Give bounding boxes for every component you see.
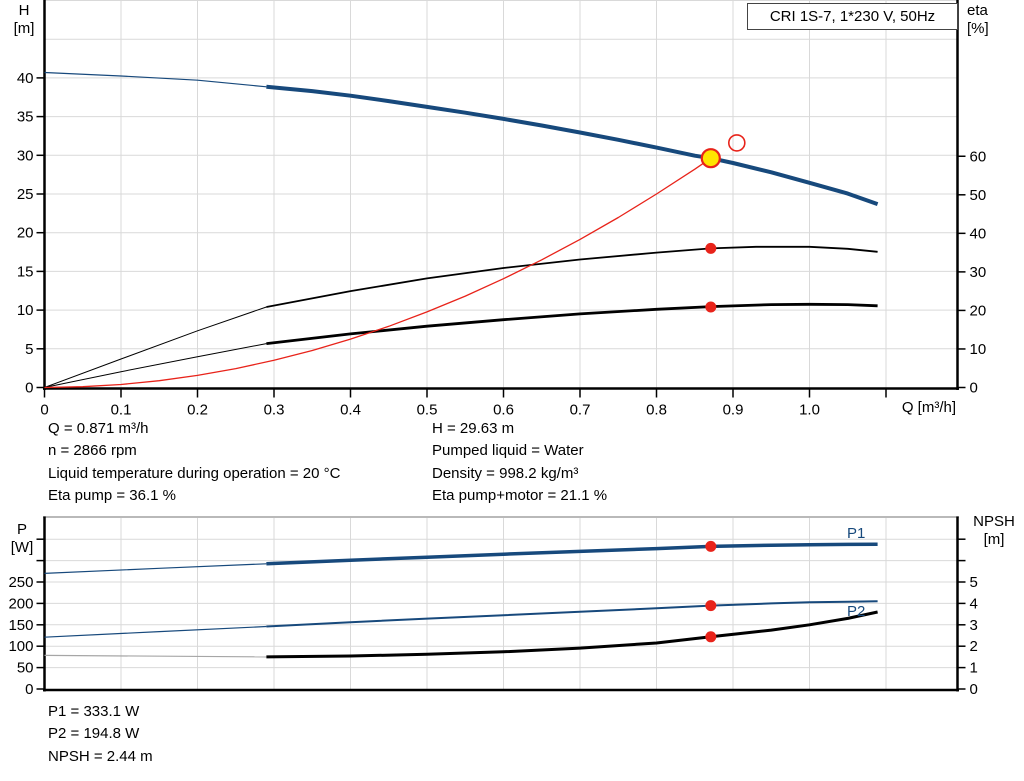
tick-label-x: 0.5 (417, 402, 438, 419)
h-axis-label-line1: H (18, 2, 30, 19)
marker-operating-dot (705, 301, 717, 313)
tick-label-left: 5 (25, 341, 33, 358)
tick-label-left: 150 (8, 617, 33, 634)
tick-label-right: 2 (970, 638, 978, 655)
q-axis-label: Q [m³/h] (901, 399, 956, 416)
tick-label-x: 0.8 (646, 402, 667, 419)
tick-label-left: 40 (17, 70, 34, 87)
marker-operating-dot (705, 242, 717, 254)
eta-axis-label-line2: [%] (967, 20, 989, 37)
marker-operating-dot (705, 631, 717, 643)
series-qh-extension (44, 71, 267, 88)
tick-label-left: 20 (17, 225, 34, 242)
p-axis-label: P [W] (4, 521, 40, 557)
p2-curve-label: P2 (847, 603, 866, 620)
annotation-pumped-liquid: Pumped liquid = Water (432, 442, 584, 459)
tick-label-right: 20 (970, 302, 987, 319)
tick-label-right: 1 (970, 660, 978, 677)
tick-label-right: 60 (970, 148, 987, 165)
pump-title-box: CRI 1S-7, 1*230 V, 50Hz (747, 3, 958, 30)
series-npsh-curve (266, 610, 878, 659)
series-p2-curve (266, 600, 878, 628)
p1-curve-label: P1 (847, 525, 866, 542)
p-axis-label-line2: [W] (10, 539, 34, 556)
tick-label-right: 10 (970, 341, 987, 358)
annotation-p2: P2 = 194.8 W (48, 725, 140, 742)
tick-label-left: 10 (17, 302, 34, 319)
series-p1-extension (44, 563, 267, 574)
tick-label-x: 0.1 (111, 402, 132, 419)
series-eta-pump-motor (266, 302, 878, 345)
eta-axis-label-line1: eta (967, 2, 988, 19)
tick-label-right: 50 (970, 187, 987, 204)
annotation-eta-pump: Eta pump = 36.1 % (48, 487, 176, 504)
marker-duty-point[interactable] (700, 148, 721, 169)
tick-label-x: 0.6 (493, 402, 514, 419)
annotation-p1: P1 = 333.1 W (48, 703, 140, 720)
tick-label-left: 50 (17, 660, 34, 677)
npsh-axis-label-line2: [m] (983, 531, 1005, 548)
annotation-density: Density = 998.2 kg/m³ (432, 465, 579, 482)
tick-label-left: 100 (8, 638, 33, 655)
marker-requested-point (727, 134, 746, 152)
tick-label-left: 25 (17, 186, 34, 203)
tick-label-x: 0.2 (187, 402, 208, 419)
tick-label-x: 0.7 (570, 402, 591, 419)
h-axis-label: H [m] (8, 2, 40, 38)
tick-label-right: 3 (970, 617, 978, 634)
tick-label-left: 200 (8, 595, 33, 612)
npsh-axis-label-line1: NPSH (973, 513, 1015, 530)
tick-label-left: 250 (8, 574, 33, 591)
series-eta-pump-motor-extension (44, 343, 267, 388)
series-p2-extension (44, 625, 267, 638)
series-eta-pump-extension (44, 306, 267, 388)
tick-label-right: 0 (970, 681, 978, 698)
marker-operating-dot (705, 540, 717, 552)
annotation-q: Q = 0.871 m³/h (48, 420, 149, 437)
series-duty-parabola (44, 157, 712, 389)
tick-label-x: 0.9 (723, 402, 744, 419)
tick-label-right: 30 (970, 264, 987, 281)
series-p1-curve (266, 542, 878, 566)
tick-label-x: 0 (40, 402, 48, 419)
tick-label-left: 0 (25, 681, 33, 698)
tick-label-left: 15 (17, 263, 34, 280)
eta-axis-label: eta [%] (967, 2, 989, 38)
npsh-axis-label: NPSH [m] (966, 513, 1022, 549)
tick-label-left: 0 (25, 380, 33, 397)
marker-operating-dot (705, 600, 717, 612)
annotation-rpm: n = 2866 rpm (48, 442, 137, 459)
tick-label-x: 0.3 (264, 402, 285, 419)
series-npsh-extension (44, 654, 267, 658)
annotation-eta-pump-motor: Eta pump+motor = 21.1 % (432, 487, 608, 504)
tick-label-x: 0.4 (340, 402, 361, 419)
tick-label-left: 30 (17, 147, 34, 164)
tick-label-right: 0 (970, 380, 978, 397)
h-axis-label-line2: [m] (13, 20, 35, 37)
tick-label-right: 4 (970, 595, 978, 612)
p-axis-label-line1: P (16, 521, 27, 538)
annotation-npsh: NPSH = 2.44 m (48, 748, 153, 765)
annotation-liquid-temp: Liquid temperature during operation = 20… (48, 465, 341, 482)
tick-label-right: 40 (970, 225, 987, 242)
annotation-h: H = 29.63 m (432, 420, 515, 437)
series-qh-curve (266, 84, 879, 206)
tick-label-left: 35 (17, 109, 34, 126)
tick-label-right: 5 (970, 574, 978, 591)
tick-label-x: 1.0 (799, 402, 820, 419)
series-eta-pump (266, 245, 878, 308)
